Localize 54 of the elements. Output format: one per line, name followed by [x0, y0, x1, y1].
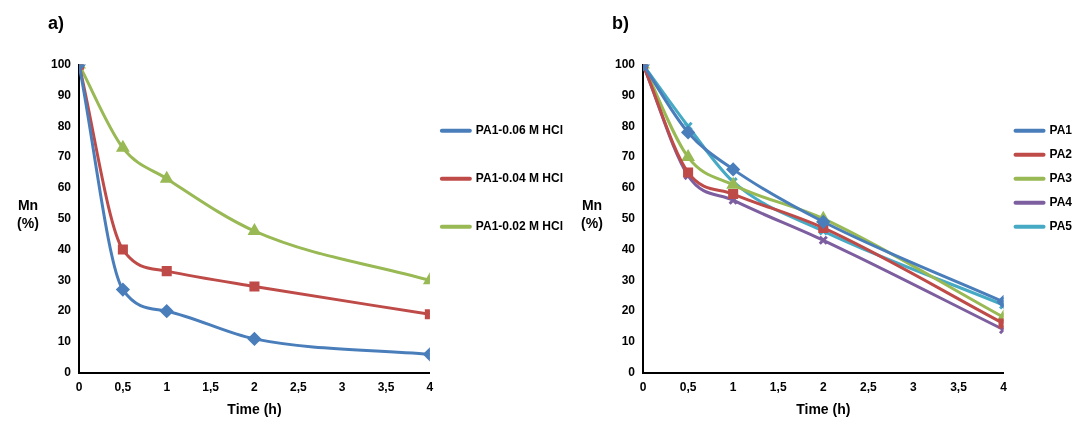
legend-label: PA1-0.06 M HCl [475, 123, 564, 138]
y-tick-label: 30 [621, 272, 636, 287]
y-tick-label: 70 [621, 149, 636, 164]
y-tick-label: 90 [621, 87, 636, 102]
legend-label: PA1-0.04 M HCl [475, 171, 564, 186]
y-axis-title: Mn (%) [581, 196, 603, 231]
y-tick-label: 0 [64, 365, 72, 380]
y-tick-label: 0 [628, 365, 636, 380]
x-tick-label: 3 [910, 380, 918, 395]
x-axis-title: Time (h) [227, 401, 282, 418]
x-tick-label: 0,5 [114, 380, 132, 395]
x-tick-label: 3,5 [377, 380, 395, 395]
chart-title: a) [48, 12, 65, 33]
x-tick-label: 1,5 [769, 380, 787, 395]
legend-label: PA3 [1049, 171, 1073, 186]
legend-label: PA1-0.02 M HCl [475, 219, 564, 234]
legend-label: PA1 [1049, 123, 1073, 138]
x-tick-label: 4 [1000, 380, 1008, 395]
x-axis-title: Time (h) [796, 401, 851, 418]
y-tick-label: 50 [621, 211, 636, 226]
x-tick-label: 3 [338, 380, 346, 395]
y-tick-label: 90 [57, 87, 72, 102]
y-tick-label: 60 [621, 180, 636, 195]
y-tick-label: 100 [614, 56, 636, 71]
y-tick-label: 80 [621, 118, 636, 133]
x-tick-label: 1,5 [202, 380, 220, 395]
x-tick-label: 0 [75, 380, 83, 395]
y-tick-label: 50 [57, 211, 72, 226]
y-tick-label: 60 [57, 180, 72, 195]
x-tick-label: 0,5 [679, 380, 697, 395]
x-tick-label: 2 [819, 380, 827, 395]
y-tick-label: 40 [621, 241, 636, 256]
y-tick-label: 70 [57, 149, 72, 164]
x-tick-label: 1 [163, 380, 171, 395]
y-tick-label: 30 [57, 272, 72, 287]
y-tick-label: 10 [621, 334, 636, 349]
y-tick-label: 20 [57, 303, 72, 318]
y-axis-title: Mn (%) [17, 196, 39, 231]
chart-title: b) [612, 12, 629, 33]
x-tick-label: 3,5 [950, 380, 968, 395]
x-tick-label: 4 [426, 380, 434, 395]
legend-label: PA5 [1049, 219, 1073, 234]
y-tick-label: 10 [57, 334, 72, 349]
y-tick-label: 40 [57, 241, 72, 256]
x-tick-label: 2,5 [289, 380, 307, 395]
x-tick-label: 2 [251, 380, 259, 395]
legend-label: PA2 [1049, 147, 1073, 162]
x-tick-label: 1 [729, 380, 737, 395]
legend-label: PA4 [1049, 195, 1073, 210]
y-tick-label: 80 [57, 118, 72, 133]
x-tick-label: 0 [639, 380, 647, 395]
x-tick-label: 2,5 [860, 380, 878, 395]
y-tick-label: 100 [50, 56, 72, 71]
y-tick-label: 20 [621, 303, 636, 318]
